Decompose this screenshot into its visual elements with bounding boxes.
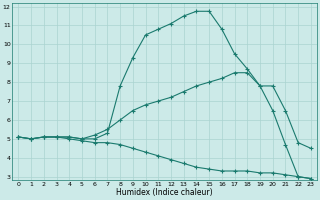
X-axis label: Humidex (Indice chaleur): Humidex (Indice chaleur) bbox=[116, 188, 213, 197]
